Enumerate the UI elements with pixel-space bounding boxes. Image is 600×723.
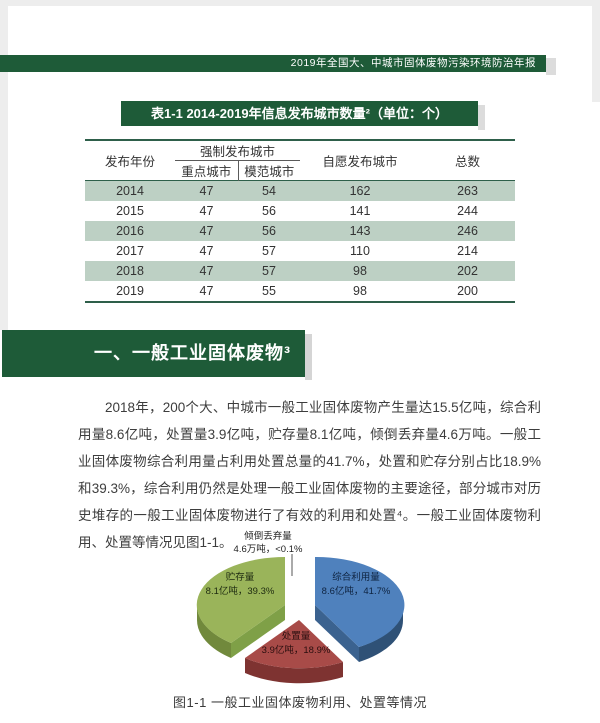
cell-key: 47 xyxy=(199,244,214,258)
cell-voluntary: 98 xyxy=(353,264,367,278)
figure-caption: 图1-1 一般工业固体废物利用、处置等情况 xyxy=(173,695,427,710)
cell-year: 2019 xyxy=(116,284,144,298)
cell-model: 54 xyxy=(262,184,276,198)
col-header-model-cities: 模范城市 xyxy=(244,165,295,179)
scan-artifact-right xyxy=(592,6,600,102)
cell-model: 56 xyxy=(262,204,276,218)
cell-total: 214 xyxy=(457,244,478,258)
cell-voluntary: 141 xyxy=(349,204,371,218)
scan-artifact-top xyxy=(0,0,600,6)
pie-slice-disposal xyxy=(245,620,343,669)
cell-key: 47 xyxy=(199,184,214,198)
col-header-key-cities: 重点城市 xyxy=(175,160,239,181)
pie-chart: 倾倒丢弃量 4.6万吨，<0.1% 综合利用量 8.6亿吨，41.7% 贮存量 … xyxy=(196,530,405,684)
col-header-voluntary: 自愿发布城市 xyxy=(322,155,398,169)
pie-label-dump-value: 4.6万吨，<0.1% xyxy=(234,543,303,555)
cell-year: 2015 xyxy=(116,204,144,218)
section-heading-shadow xyxy=(305,334,312,380)
cell-year: 2016 xyxy=(116,224,144,238)
pie-label-utilization-name: 综合利用量 xyxy=(332,571,380,583)
pie-label-storage-name: 贮存量 xyxy=(226,571,255,583)
cell-total: 263 xyxy=(457,184,478,198)
col-header-mandatory: 强制发布城市 xyxy=(175,140,300,161)
pie-label-utilization-value: 8.6亿吨，41.7% xyxy=(322,585,391,597)
cell-model: 55 xyxy=(262,284,276,298)
cell-model: 57 xyxy=(262,264,276,278)
header-bar-shadow xyxy=(546,58,556,75)
table-title: 表1-1 2014-2019年信息发布城市数量²（单位：个） xyxy=(121,101,478,126)
pie-label-storage-value: 8.1亿吨，39.3% xyxy=(206,585,275,597)
figure-1-1: 倾倒丢弃量 4.6万吨，<0.1% 综合利用量 8.6亿吨，41.7% 贮存量 … xyxy=(140,528,470,688)
cell-key: 47 xyxy=(199,264,214,278)
pie-slice-disposal-side xyxy=(245,658,343,684)
table-title-shadow xyxy=(478,105,485,130)
pie-slice-utilization-side xyxy=(359,605,404,662)
pie-slice-storage-cut xyxy=(231,605,285,658)
pie-label-disposal-name: 处置量 xyxy=(282,630,311,642)
cell-year: 2017 xyxy=(116,244,144,258)
cell-model: 56 xyxy=(262,224,276,238)
table-row: 2017 47 57 110 214 xyxy=(85,241,515,261)
cell-model: 57 xyxy=(262,244,276,258)
table-row: 2016 47 56 143 246 xyxy=(85,221,515,241)
cell-total: 200 xyxy=(457,284,478,298)
col-header-total: 总数 xyxy=(454,155,480,169)
table-row: 2019 47 55 98 200 xyxy=(85,281,515,302)
pie-slice-utilization-cut xyxy=(315,605,359,662)
cell-total: 244 xyxy=(457,204,478,218)
pie-slice-storage-side xyxy=(196,605,231,658)
cell-year: 2014 xyxy=(116,184,144,198)
pie-slice-utilization xyxy=(315,556,405,647)
page-header-bar: 2019年全国大、中城市固体废物污染环境防治年报 xyxy=(0,55,546,72)
cell-key: 47 xyxy=(199,204,214,218)
body-paragraph: 2018年，200个大、中城市一般工业固体废物产生量达15.5亿吨，综合利用量8… xyxy=(78,400,541,550)
cell-voluntary: 143 xyxy=(349,224,371,238)
cell-voluntary: 162 xyxy=(349,184,371,198)
table-header-row-1: 发布年份 强制发布城市 自愿发布城市 总数 xyxy=(85,140,515,169)
pie-label-disposal-value: 3.9亿吨，18.9% xyxy=(262,644,331,656)
cell-key: 47 xyxy=(199,284,214,298)
section-heading: 一、一般工业固体废物³ xyxy=(2,330,305,377)
table-row: 2015 47 56 141 244 xyxy=(85,201,515,221)
scan-artifact-left xyxy=(0,6,8,330)
cell-voluntary: 110 xyxy=(350,244,370,258)
page-header-title: 2019年全国大、中城市固体废物污染环境防治年报 xyxy=(290,57,536,69)
city-count-table: 发布年份 强制发布城市 自愿发布城市 总数 重点城市 模范城市 2014 47 … xyxy=(85,139,515,303)
cell-total: 246 xyxy=(457,224,478,238)
table-header-row-2: 重点城市 模范城市 xyxy=(85,160,515,181)
pie-label-dump-name: 倾倒丢弃量 xyxy=(244,530,292,542)
table-row: 2014 47 54 162 263 xyxy=(85,180,515,201)
cell-year: 2018 xyxy=(116,264,144,278)
cell-total: 202 xyxy=(457,264,478,278)
cell-voluntary: 98 xyxy=(353,284,367,298)
cell-key: 47 xyxy=(199,224,214,238)
pie-slice-storage xyxy=(196,556,285,643)
table-row: 2018 47 57 98 202 xyxy=(85,261,515,281)
col-header-year: 发布年份 xyxy=(104,155,155,169)
